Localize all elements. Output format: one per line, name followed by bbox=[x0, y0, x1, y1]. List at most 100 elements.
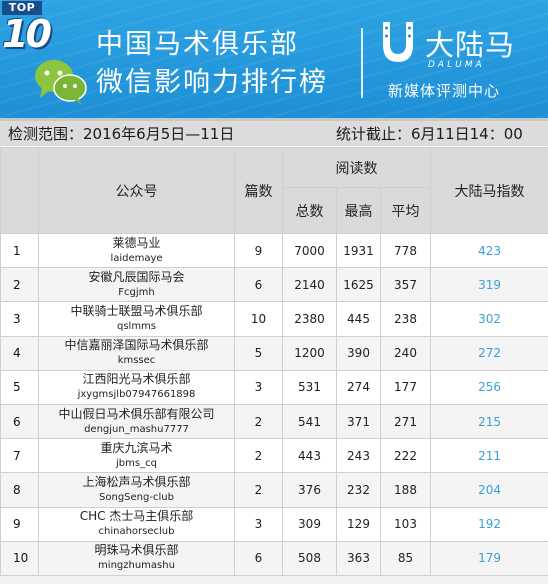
account-cell: 中联骑士联盟马术俱乐部 qslmms bbox=[38, 301, 235, 337]
account-cell: 江西阳光马术俱乐部 jxygmsjlb07947661898 bbox=[38, 369, 235, 405]
posts-cell: 5 bbox=[234, 335, 283, 371]
rank-cell: 2 bbox=[0, 267, 39, 303]
max-cell: 390 bbox=[336, 335, 381, 371]
header-banner: TOP 10 中国马术俱乐部 微信影响力排行榜 大陆马 DALUMA 新媒体评测… bbox=[0, 0, 548, 118]
max-cell: 129 bbox=[336, 506, 381, 542]
index-cell: 423 bbox=[430, 232, 548, 269]
max-cell: 1625 bbox=[336, 267, 381, 303]
badge-number: 10 bbox=[2, 12, 52, 56]
account-name: 安徽凡辰国际马会 bbox=[88, 269, 185, 284]
rank-cell: 7 bbox=[0, 438, 39, 474]
account-id: dengjun_mashu7777 bbox=[84, 423, 189, 435]
posts-cell: 9 bbox=[234, 232, 283, 269]
rank-cell: 1 bbox=[0, 232, 39, 269]
header-account: 公众号 bbox=[38, 147, 235, 234]
account-name: 中山假日马术俱乐部有限公司 bbox=[58, 406, 215, 421]
account-id: Fcgjmh bbox=[118, 286, 155, 298]
account-cell: 中山假日马术俱乐部有限公司 dengjun_mashu7777 bbox=[38, 403, 235, 440]
banner-divider bbox=[361, 28, 363, 98]
max-cell: 363 bbox=[336, 540, 381, 576]
header-posts: 篇数 bbox=[234, 147, 283, 234]
total-cell: 7000 bbox=[282, 232, 337, 269]
total-cell: 508 bbox=[282, 540, 337, 576]
header-reads: 阅读数 bbox=[281, 147, 432, 188]
rank-cell: 9 bbox=[0, 506, 39, 542]
max-cell: 232 bbox=[336, 472, 381, 508]
account-name: 中信嘉丽泽国际马术俱乐部 bbox=[64, 338, 209, 353]
index-cell: 272 bbox=[430, 335, 548, 371]
table-row: 2 安徽凡辰国际马会 Fcgjmh 6 2140 1625 357 319 bbox=[0, 267, 548, 303]
table-row: 9 CHC 杰士马主俱乐部 chinahorseclub 3 309 129 103 192 bbox=[0, 506, 548, 542]
account-cell: 明珠马术俱乐部 mingzhumashu bbox=[38, 540, 235, 576]
index-cell: 302 bbox=[430, 301, 548, 337]
account-name: 中联骑士联盟马术俱乐部 bbox=[70, 303, 203, 318]
wechat-icon bbox=[35, 60, 87, 105]
account-name: 明珠马术俱乐部 bbox=[94, 543, 179, 558]
posts-cell: 6 bbox=[234, 267, 283, 303]
title-line1: 中国马术俱乐部 bbox=[96, 29, 299, 60]
horseshoe-icon bbox=[383, 22, 413, 62]
date-bar: 检测范围：2016年6月5日—11日 统计截止：6月11日14：00 bbox=[0, 118, 548, 146]
total-cell: 1200 bbox=[282, 335, 337, 371]
index-cell: 204 bbox=[430, 472, 548, 508]
table-row: 6 中山假日马术俱乐部有限公司 dengjun_mashu7777 2 541 371 27… bbox=[0, 403, 548, 440]
table-row: 8 上海松声马术俱乐部 SongSeng-club 2 376 232 188 204 bbox=[0, 472, 548, 508]
avg-cell: 357 bbox=[379, 267, 432, 303]
total-cell: 309 bbox=[282, 506, 337, 542]
max-cell: 243 bbox=[336, 438, 381, 474]
avg-cell: 240 bbox=[379, 335, 432, 371]
posts-cell: 2 bbox=[234, 438, 283, 474]
title-line2: 微信影响力排行榜 bbox=[96, 67, 328, 98]
header-rank bbox=[0, 147, 39, 234]
ranking-table: 公众号 篇数 阅读数 大陆马指数 总数 最高 平均 1 莱德马业 laidemaye… bbox=[0, 147, 548, 576]
table-row: 3 中联骑士联盟马术俱乐部 qslmms 10 2380 445 238 302 bbox=[0, 301, 548, 337]
max-cell: 1931 bbox=[336, 232, 381, 269]
stat-cutoff: 统计截止：6月11日14：00 bbox=[336, 125, 523, 143]
avg-cell: 85 bbox=[379, 540, 432, 576]
table-row: 4 中信嘉丽泽国际马术俱乐部 kmssec 5 1200 390 240 272 bbox=[0, 335, 548, 371]
account-id: laidemaye bbox=[110, 252, 163, 264]
index-cell: 319 bbox=[430, 267, 548, 303]
total-cell: 2140 bbox=[282, 267, 337, 303]
account-name: 江西阳光马术俱乐部 bbox=[82, 372, 191, 387]
max-cell: 445 bbox=[336, 301, 381, 337]
account-cell: 中信嘉丽泽国际马术俱乐部 kmssec bbox=[38, 335, 235, 371]
avg-cell: 222 bbox=[379, 438, 432, 474]
rank-cell: 8 bbox=[0, 472, 39, 508]
brand-english: DALUMA bbox=[428, 60, 485, 70]
account-id: jxygmsjlb07947661898 bbox=[77, 389, 196, 401]
total-cell: 541 bbox=[282, 403, 337, 440]
badge-top-label: TOP bbox=[2, 1, 42, 15]
account-cell: 重庆九滨马术 jbms_cq bbox=[38, 438, 235, 474]
posts-cell: 6 bbox=[234, 540, 283, 576]
rank-cell: 6 bbox=[0, 403, 39, 440]
avg-cell: 238 bbox=[379, 301, 432, 337]
avg-cell: 188 bbox=[379, 472, 432, 508]
avg-cell: 271 bbox=[379, 403, 432, 440]
brand-subtitle: 新媒体评测中心 bbox=[388, 82, 501, 100]
avg-cell: 177 bbox=[379, 369, 432, 405]
index-cell: 215 bbox=[430, 403, 548, 440]
account-id: qslmms bbox=[116, 320, 157, 332]
table-body: 1 莱德马业 laidemaye 9 7000 1931 778 423 2 安徽凡辰国际马会 Fc… bbox=[0, 232, 548, 576]
account-id: mingzhumashu bbox=[98, 560, 175, 572]
avg-cell: 103 bbox=[379, 506, 432, 542]
rank-cell: 10 bbox=[0, 540, 39, 576]
total-cell: 531 bbox=[282, 369, 337, 405]
header-index: 大陆马指数 bbox=[430, 147, 548, 234]
posts-cell: 3 bbox=[234, 506, 283, 542]
account-id: SongSeng-club bbox=[99, 491, 174, 503]
brand-name: 大陆马 bbox=[425, 28, 516, 62]
rank-cell: 5 bbox=[0, 369, 39, 405]
account-name: 莱德马业 bbox=[112, 235, 161, 250]
max-cell: 274 bbox=[336, 369, 381, 405]
account-name: 重庆九滨马术 bbox=[100, 440, 173, 455]
posts-cell: 10 bbox=[234, 301, 283, 337]
account-id: jbms_cq bbox=[116, 457, 157, 469]
total-cell: 376 bbox=[282, 472, 337, 508]
date-range: 检测范围：2016年6月5日—11日 bbox=[8, 125, 235, 143]
table-row: 1 莱德马业 laidemaye 9 7000 1931 778 423 bbox=[0, 232, 548, 269]
account-cell: 莱德马业 laidemaye bbox=[38, 232, 235, 269]
table-row: 7 重庆九滨马术 jbms_cq 2 443 243 222 211 bbox=[0, 438, 548, 474]
account-name: CHC 杰士马主俱乐部 bbox=[79, 509, 194, 524]
